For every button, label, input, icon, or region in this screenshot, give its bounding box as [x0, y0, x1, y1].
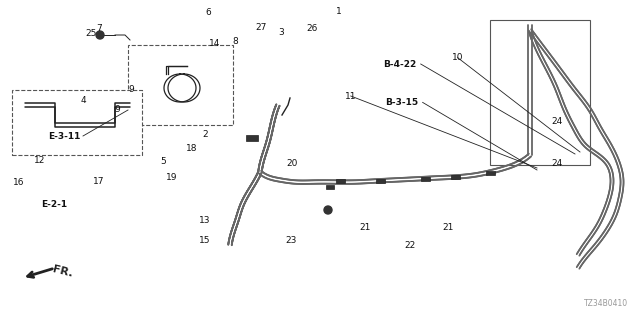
Text: 11: 11: [345, 92, 356, 100]
Bar: [128, 45, 233, 125]
Text: E-3-11: E-3-11: [48, 132, 81, 140]
Text: 17: 17: [93, 177, 105, 186]
Text: 1: 1: [337, 7, 342, 16]
Text: 16: 16: [13, 178, 25, 187]
Bar: [376, 179, 385, 183]
Text: 24: 24: [551, 159, 563, 168]
Text: 14: 14: [209, 39, 220, 48]
Text: 21: 21: [359, 223, 371, 232]
Text: 18: 18: [186, 144, 198, 153]
Circle shape: [324, 206, 332, 214]
Text: 9: 9: [129, 85, 134, 94]
Text: 12: 12: [34, 156, 45, 164]
Bar: [451, 175, 460, 179]
Text: 8: 8: [233, 37, 238, 46]
Text: 20: 20: [286, 159, 298, 168]
Text: 10: 10: [452, 53, 463, 62]
Text: B-4-22: B-4-22: [383, 60, 416, 68]
Text: 2: 2: [202, 130, 207, 139]
Text: B-3-15: B-3-15: [385, 98, 418, 107]
Text: TZ34B0410: TZ34B0410: [584, 299, 628, 308]
Text: 22: 22: [404, 241, 415, 250]
Bar: [335, 179, 344, 183]
Bar: [326, 185, 334, 189]
Text: 19: 19: [166, 173, 177, 182]
Text: E-2-1: E-2-1: [42, 200, 68, 209]
Text: 13: 13: [199, 216, 211, 225]
Bar: [490, 20, 590, 165]
Text: 27: 27: [255, 23, 267, 32]
Bar: [486, 171, 495, 175]
Bar: [12, 90, 142, 155]
Text: FR.: FR.: [52, 265, 74, 279]
Text: 9: 9: [115, 105, 120, 114]
Text: 4: 4: [81, 96, 86, 105]
Text: 21: 21: [442, 223, 454, 232]
Circle shape: [96, 31, 104, 39]
Text: 7: 7: [97, 24, 102, 33]
Text: 15: 15: [199, 236, 211, 245]
Text: 26: 26: [307, 24, 318, 33]
Text: 6: 6: [205, 8, 211, 17]
Text: 24: 24: [551, 117, 563, 126]
Bar: [420, 177, 429, 181]
Text: 3: 3: [279, 28, 284, 36]
Text: 23: 23: [285, 236, 297, 245]
Bar: [246, 135, 258, 141]
Text: 5: 5: [161, 157, 166, 166]
Text: 25: 25: [86, 29, 97, 38]
